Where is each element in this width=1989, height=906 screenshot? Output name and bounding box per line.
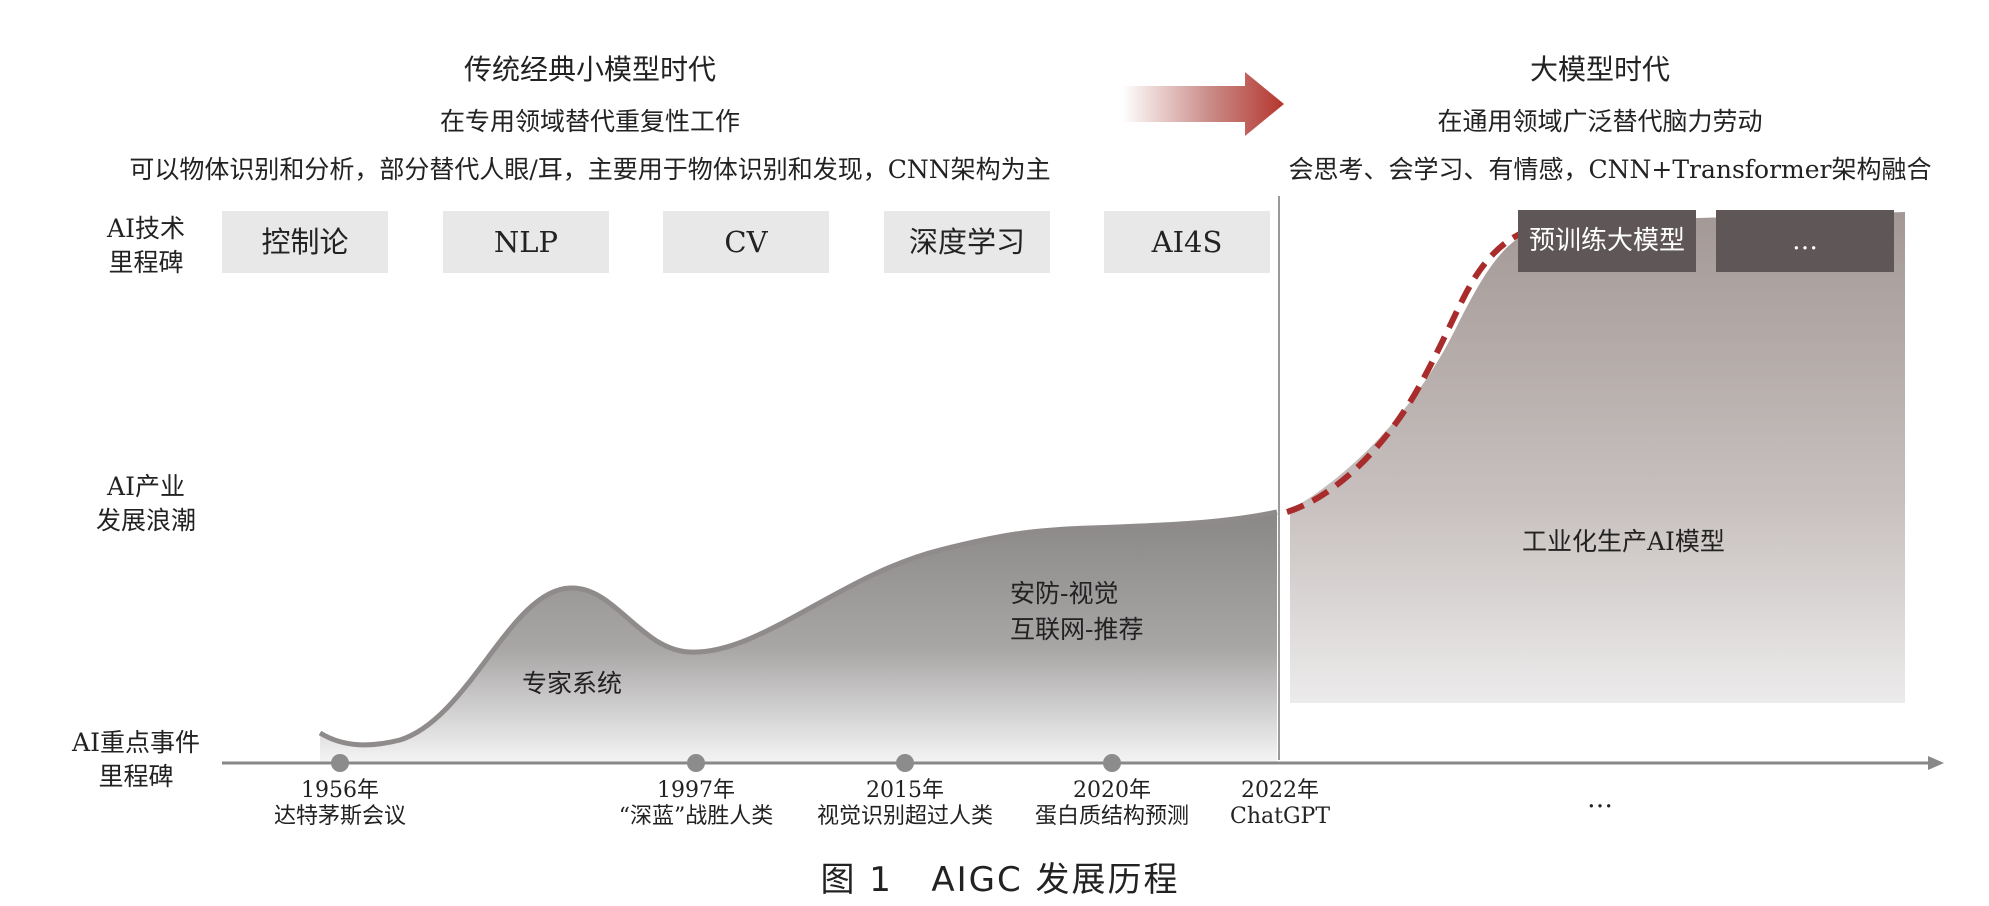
tech-milestone-deep-learning: 深度学习 — [884, 211, 1050, 273]
event-text: 达特茅斯会议 — [273, 804, 406, 829]
event-text: “深蓝”战胜人类 — [618, 804, 774, 829]
event-label-2022: 2022年 ChatGPT — [1180, 778, 1380, 830]
classic-ai-wave-outline — [318, 509, 1278, 748]
event-label-more: … — [1587, 784, 1613, 814]
tech-milestone-cybernetics: 控制论 — [222, 211, 388, 273]
figure-caption: 图 1 AIGC 发展历程 — [820, 860, 1180, 900]
event-dot-2015 — [896, 754, 914, 772]
region-label-security-internet: 安防-视觉 互联网-推荐 — [1010, 579, 1144, 644]
right-era-description: 会思考、会学习、有情感，CNN+Transformer架构融合 — [1288, 155, 1932, 184]
event-dot-1997 — [687, 754, 705, 772]
tech-milestone-pretrained-large-model: 预训练大模型 — [1518, 210, 1696, 272]
classic-ai-wave — [320, 512, 1277, 762]
right-era-subtitle: 在通用领域广泛替代脑力劳动 — [1437, 107, 1763, 136]
large-model-region — [1290, 212, 1905, 703]
event-dot-1956 — [331, 754, 349, 772]
row-label-key-events: AI重点事件 里程碑 — [72, 728, 200, 791]
left-era-description: 可以物体识别和分析，部分替代人眼/耳，主要用于物体识别和发现，CNN架构为主 — [129, 155, 1051, 184]
event-year: 1997年 — [657, 778, 735, 803]
event-label-2020: 2020年 蛋白质结构预测 — [1002, 778, 1222, 830]
row-label-industry-waves: AI产业 发展浪潮 — [95, 472, 196, 535]
event-year: 2020年 — [1073, 778, 1151, 803]
event-year: 1956年 — [301, 778, 379, 803]
tech-milestone-ai4s: AI4S — [1104, 211, 1270, 273]
event-year: 2015年 — [866, 778, 944, 803]
event-dot-2020 — [1103, 754, 1121, 772]
region-label-industrial-ai: 工业化生产AI模型 — [1522, 527, 1725, 556]
event-text: 蛋白质结构预测 — [1034, 804, 1189, 829]
right-era-title: 大模型时代 — [1529, 53, 1670, 86]
row-label-tech-milestones: AI技术 里程碑 — [107, 214, 185, 277]
event-text: 视觉识别超过人类 — [816, 804, 993, 829]
event-year: 2022年 — [1241, 778, 1319, 803]
region-label-expert-system: 专家系统 — [522, 669, 623, 698]
left-era-subtitle: 在专用领域替代重复性工作 — [439, 107, 740, 136]
large-model-growth-curve — [1286, 223, 1541, 515]
timeline-arrowhead — [1928, 756, 1944, 770]
event-label-1997: 1997年 “深蓝”战胜人类 — [586, 778, 806, 830]
tech-milestone-cv: CV — [663, 211, 829, 273]
tech-milestone-nlp: NLP — [443, 211, 609, 273]
tech-milestone-more: … — [1716, 210, 1894, 272]
left-era-title: 传统经典小模型时代 — [463, 53, 716, 86]
event-text: ChatGPT — [1229, 804, 1330, 829]
era-transition-arrow — [1122, 72, 1284, 136]
event-label-1956: 1956年 达特茅斯会议 — [230, 778, 450, 830]
event-label-2015: 2015年 视觉识别超过人类 — [795, 778, 1015, 830]
